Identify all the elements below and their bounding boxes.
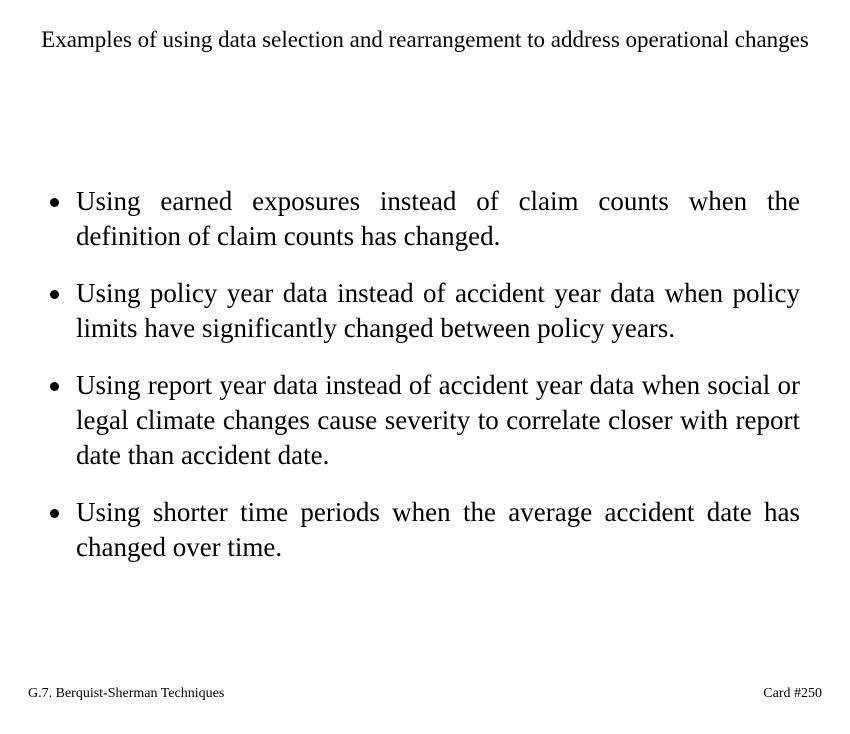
bullet-item: Using earned exposures instead of claim …: [46, 184, 800, 254]
bullet-text: Using policy year data instead of accide…: [76, 278, 800, 343]
bullet-dot-icon: [50, 382, 59, 391]
bullet-item: Using policy year data instead of accide…: [46, 276, 800, 346]
card-title: Examples of using data selection and rea…: [41, 27, 809, 52]
bullet-text: Using shorter time periods when the aver…: [76, 497, 800, 562]
bullet-dot-icon: [50, 290, 59, 299]
bullet-list: Using earned exposures instead of claim …: [46, 184, 800, 587]
bullet-text: Using earned exposures instead of claim …: [76, 186, 800, 251]
bullet-text: Using report year data instead of accide…: [76, 370, 800, 470]
bullet-dot-icon: [50, 509, 59, 518]
footer-section-label: G.7. Berquist-Sherman Techniques: [28, 686, 225, 701]
bullet-item: Using report year data instead of accide…: [46, 368, 800, 473]
bullet-item: Using shorter time periods when the aver…: [46, 495, 800, 565]
footer-card-number: Card #250: [763, 686, 822, 701]
bullet-dot-icon: [50, 198, 59, 207]
